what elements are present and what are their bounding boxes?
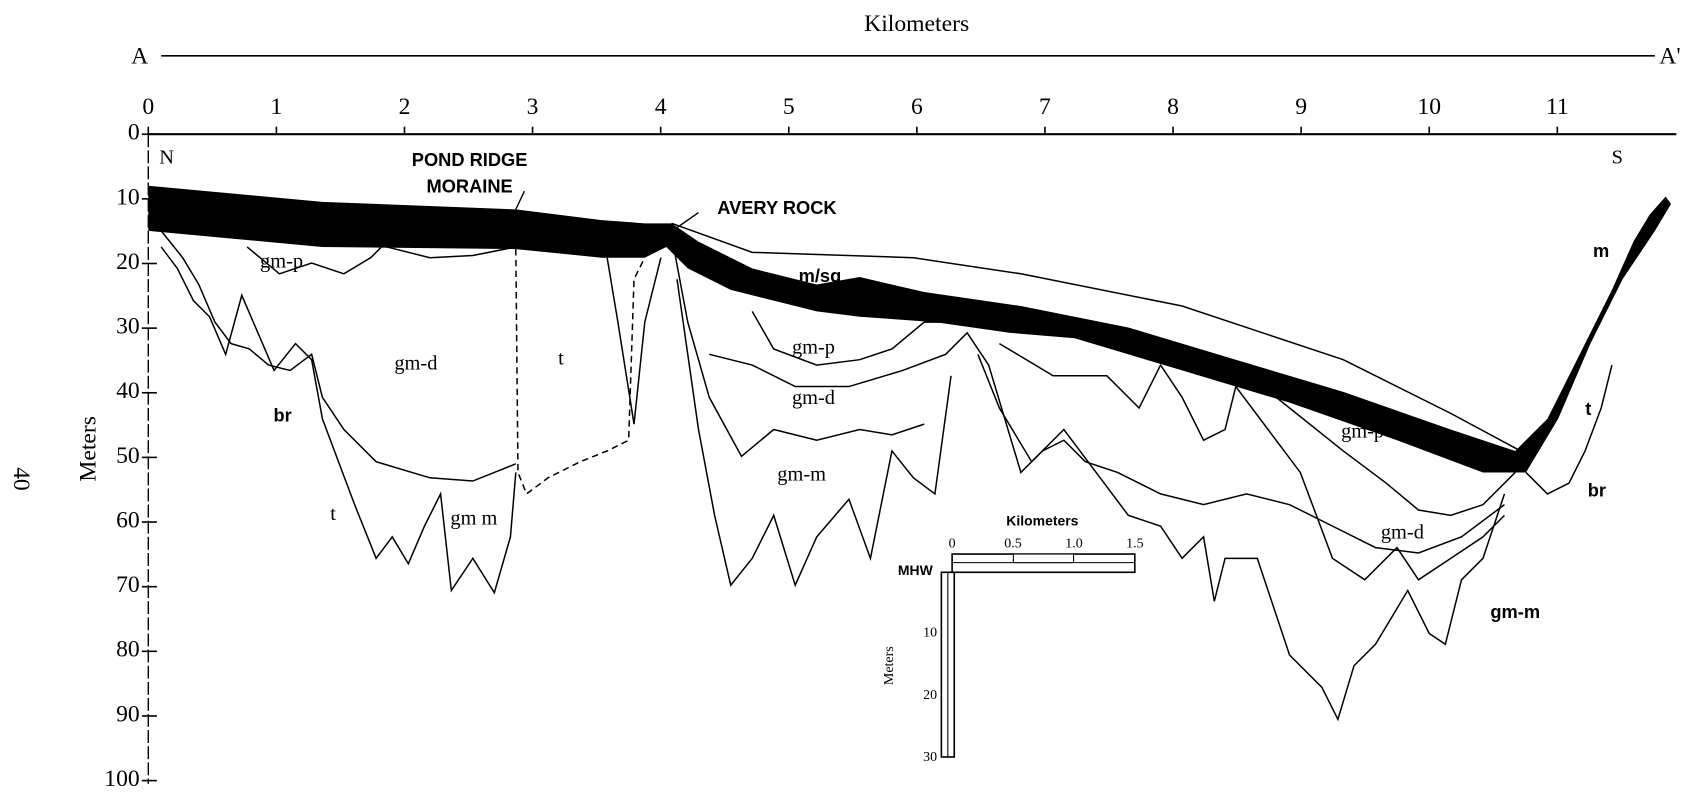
y-tick-label: 60 bbox=[116, 507, 140, 533]
inset-x-tick: 0.5 bbox=[1004, 537, 1021, 552]
y-tick-label: 0 bbox=[128, 120, 140, 146]
unit-label: S bbox=[1612, 147, 1623, 169]
y-tick-label: 30 bbox=[116, 314, 140, 340]
x-tick-label: 1 bbox=[270, 94, 282, 120]
leader bbox=[677, 213, 698, 228]
unit-label: m/sg bbox=[799, 265, 842, 286]
unit-label: gm m bbox=[450, 507, 497, 529]
cross-section: Kilometers A A' Meters 40 0 1 2 3 4 5 6 7 8 9 10 11… bbox=[0, 0, 1685, 801]
unit-label: gm-d bbox=[1381, 521, 1424, 543]
x-tick-label: 2 bbox=[399, 94, 411, 120]
inset-y-tick: 30 bbox=[923, 750, 937, 765]
unit-label: gm-m bbox=[1490, 601, 1540, 622]
unit-label: MORAINE bbox=[426, 176, 512, 197]
unit-label: gm-p bbox=[792, 337, 835, 359]
unit-label: POND RIDGE bbox=[412, 149, 528, 170]
x-tick-label: 11 bbox=[1546, 94, 1569, 120]
unit-label: t bbox=[1585, 398, 1591, 419]
unit-label: gm-m bbox=[777, 463, 826, 485]
x-tick-label: 6 bbox=[911, 94, 923, 120]
x-tick-label: 10 bbox=[1417, 94, 1441, 120]
unit-label: N bbox=[159, 147, 174, 169]
y-tick-label: 40 bbox=[116, 378, 140, 404]
x-tick-label: 0 bbox=[142, 94, 154, 120]
inset-y-label: Meters bbox=[882, 646, 897, 685]
inset-x-tick: 1.5 bbox=[1126, 537, 1143, 552]
page: {"header": {"title": "Kilometers", "left… bbox=[0, 0, 1685, 801]
x-tick-label: 7 bbox=[1039, 94, 1051, 120]
unit-label: m bbox=[1593, 240, 1609, 261]
title: Kilometers bbox=[864, 11, 969, 37]
inset-x-tick: 1.0 bbox=[1065, 537, 1082, 552]
y-tick-label: 100 bbox=[104, 766, 139, 792]
inset-y-tick: 20 bbox=[923, 688, 937, 703]
x-tick-label: 4 bbox=[655, 94, 667, 120]
unit-label: gm-d bbox=[792, 387, 835, 409]
y-tick-label: 20 bbox=[116, 249, 140, 275]
x-tick-label: 3 bbox=[527, 94, 539, 120]
y-tick-label: 80 bbox=[116, 637, 140, 663]
y-tick-label: 50 bbox=[116, 443, 140, 469]
inset-title: Kilometers bbox=[1006, 513, 1078, 529]
unit-label: gm-d bbox=[394, 353, 437, 375]
leader bbox=[516, 191, 525, 209]
unit-label: br bbox=[273, 404, 291, 425]
unit-label: gm-p bbox=[260, 251, 303, 273]
unit-label: AVERY ROCK bbox=[717, 197, 837, 218]
scale-inset bbox=[941, 554, 1134, 757]
x-tick-label: 5 bbox=[783, 94, 795, 120]
unit-label: gm-p bbox=[1341, 420, 1384, 442]
page-number: 40 bbox=[8, 467, 34, 491]
end-label: A bbox=[131, 43, 148, 69]
inset-datum: MHW bbox=[898, 562, 934, 578]
y-axis-label: Meters bbox=[76, 416, 102, 482]
x-tick-label: 9 bbox=[1295, 94, 1307, 120]
inset-y-tick: 10 bbox=[923, 626, 937, 641]
unit-label: t bbox=[330, 503, 336, 525]
end-label: A' bbox=[1659, 43, 1680, 69]
x-tick-label: 8 bbox=[1167, 94, 1179, 120]
y-tick-label: 10 bbox=[116, 184, 140, 210]
unit-label: t bbox=[558, 347, 564, 369]
y-tick-label: 90 bbox=[116, 701, 140, 727]
unit-label: br bbox=[1588, 480, 1606, 501]
y-tick-label: 70 bbox=[116, 572, 140, 598]
inset-x-tick: 0 bbox=[949, 537, 956, 552]
